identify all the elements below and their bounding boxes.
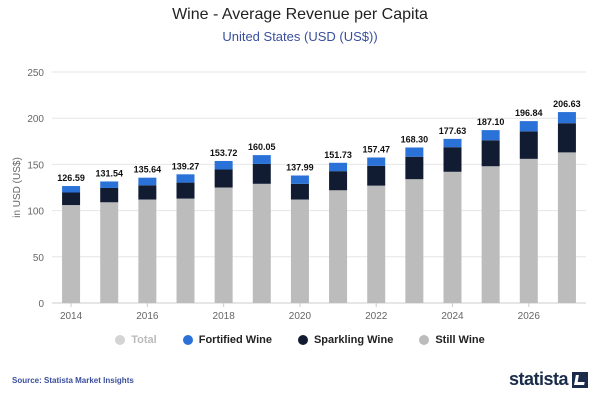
y-tick-label: 0 (38, 299, 44, 310)
bar-segment-sparkling-wine (214, 169, 233, 188)
x-tick-label: 2018 (213, 311, 236, 322)
bar-segment-sparkling-wine (405, 156, 424, 180)
data-label-total: 177.63 (439, 126, 467, 136)
legend-item-fortified-wine[interactable]: Fortified Wine (182, 334, 272, 346)
bar-segment-still-wine (443, 171, 462, 303)
bar-segment-still-wine (214, 187, 233, 303)
x-tick-label: 2020 (289, 311, 312, 322)
bar-segment-fortified-wine (252, 155, 271, 164)
bar-segment-sparkling-wine (519, 131, 538, 159)
legend-dot-icon (182, 335, 193, 345)
bar-segment-still-wine (329, 190, 348, 303)
y-tick-label: 200 (27, 114, 44, 125)
legend-dot-icon (419, 335, 430, 345)
bar-segment-fortified-wine (557, 112, 576, 124)
chart-title: Wine - Average Revenue per Capita (172, 6, 428, 23)
legend-dot-icon (115, 335, 126, 345)
bar-segment-fortified-wine (100, 181, 119, 188)
data-label-total: 139.27 (172, 161, 200, 171)
legend-label: Fortified Wine (198, 334, 272, 346)
x-tick-label: 2024 (441, 311, 464, 322)
data-label-total: 206.63 (553, 99, 581, 109)
bar-segment-still-wine (405, 179, 424, 303)
data-label-total: 153.72 (210, 148, 238, 158)
bar-segment-fortified-wine (176, 174, 195, 183)
bar-segment-sparkling-wine (252, 163, 271, 184)
data-label-total: 168.30 (401, 134, 429, 144)
bar-segment-fortified-wine (405, 147, 424, 157)
bar-segment-fortified-wine (329, 162, 348, 172)
legend-item-still-wine[interactable]: Still Wine (419, 334, 485, 346)
bar-segment-fortified-wine (290, 175, 309, 184)
legend-label: Sparkling Wine (313, 334, 394, 346)
bar-segment-still-wine (290, 199, 309, 303)
y-tick-label: 100 (27, 207, 44, 218)
data-label-total: 131.54 (95, 168, 123, 178)
data-label-total: 151.73 (324, 150, 352, 160)
data-label-total: 126.59 (57, 173, 85, 183)
x-tick-label: 2022 (365, 311, 388, 322)
bar-segment-sparkling-wine (557, 123, 576, 153)
data-label-total: 157.47 (362, 144, 390, 154)
bar-segment-fortified-wine (214, 160, 233, 170)
bar-segment-fortified-wine (443, 138, 462, 148)
legend-item-sparkling-wine[interactable]: Sparkling Wine (297, 334, 394, 346)
x-tick-label: 2016 (136, 311, 159, 322)
y-axis-title: in USD (US$) (12, 157, 23, 218)
legend-dot-icon (297, 335, 308, 345)
legend-item-total[interactable]: Total (115, 334, 157, 346)
bar-segment-fortified-wine (138, 177, 157, 186)
x-tick-label: 2026 (518, 311, 541, 322)
bar-segment-sparkling-wine (481, 140, 500, 167)
bar-segment-still-wine (252, 183, 271, 303)
bar-segment-still-wine (519, 158, 538, 303)
data-label-total: 187.10 (477, 117, 505, 127)
x-tick-label: 2014 (60, 311, 83, 322)
bar-segment-sparkling-wine (290, 183, 309, 200)
bar-segment-sparkling-wine (138, 185, 157, 200)
bar-segment-still-wine (100, 202, 119, 303)
bar-segment-fortified-wine (519, 121, 538, 132)
y-tick-label: 250 (27, 68, 44, 79)
y-tick-label: 50 (33, 253, 45, 264)
bar-segment-still-wine (138, 199, 157, 303)
chart-legend: Total Fortified Wine Sparkling Wine Still W… (0, 334, 600, 346)
data-label-total: 137.99 (286, 162, 314, 172)
y-tick-label: 150 (27, 160, 44, 171)
bar-segment-still-wine (557, 152, 576, 303)
bar-segment-fortified-wine (62, 186, 81, 193)
legend-label: Total (131, 334, 157, 346)
bar-segment-still-wine (62, 205, 81, 303)
data-label-total: 160.05 (248, 142, 276, 152)
bar-segment-sparkling-wine (367, 165, 386, 186)
chart-subtitle: United States (USD (US$)) (222, 29, 378, 44)
data-label-total: 196.84 (515, 108, 543, 118)
bar-segment-fortified-wine (481, 130, 500, 141)
bar-segment-still-wine (481, 166, 500, 303)
bar-segment-sparkling-wine (329, 171, 348, 191)
bar-segment-sparkling-wine (100, 187, 119, 203)
bar-segment-still-wine (367, 185, 386, 303)
bar-segment-sparkling-wine (176, 182, 195, 199)
data-label-total: 135.64 (134, 165, 162, 175)
logo-text: statista (508, 369, 569, 389)
bar-segment-still-wine (176, 198, 195, 303)
source-note: Source: Statista Market Insights (12, 376, 134, 385)
legend-label: Still Wine (435, 334, 485, 346)
bar-segment-fortified-wine (367, 157, 386, 166)
logo-mark-icon (572, 371, 588, 388)
bar-segment-sparkling-wine (62, 192, 81, 206)
statista-logo[interactable]: statista (509, 369, 588, 390)
bar-segment-sparkling-wine (443, 147, 462, 172)
